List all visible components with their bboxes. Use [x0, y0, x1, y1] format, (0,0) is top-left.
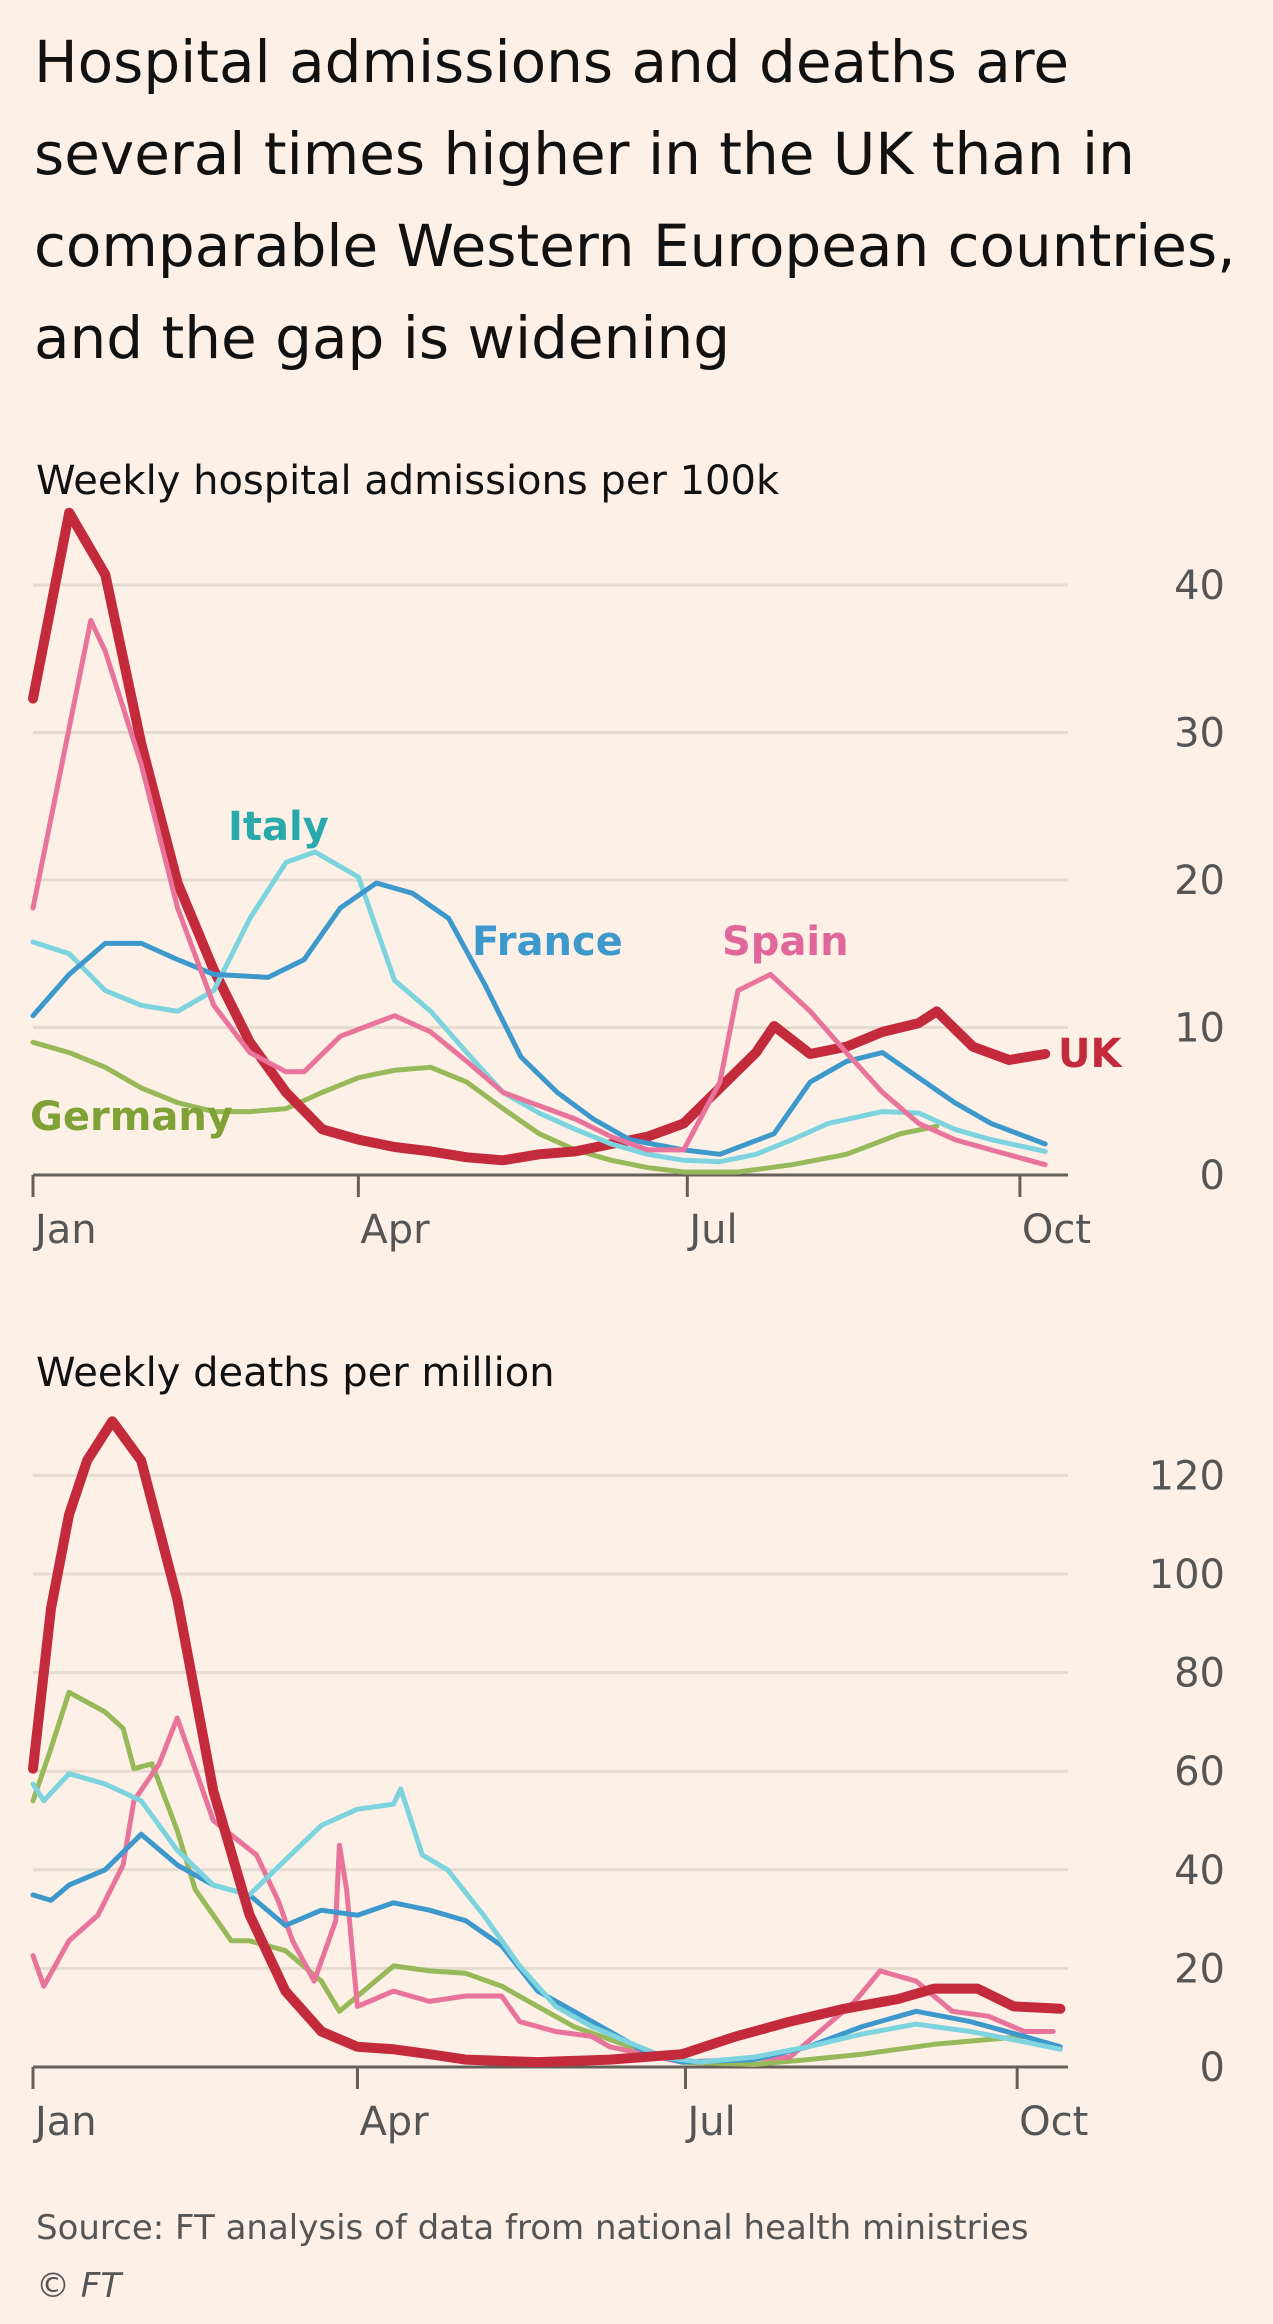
- series-line-uk: [28, 1416, 1066, 2068]
- x-tick-label: Jan: [32, 1207, 97, 1253]
- series-label-france: France: [472, 919, 623, 965]
- y-tick-label: 0: [1200, 2045, 1225, 2091]
- y-tick-label: 120: [1149, 1453, 1225, 1499]
- series-label-italy: Italy: [228, 804, 329, 850]
- series-line-italy: [30, 1771, 1063, 2065]
- series-line-germany: [30, 1039, 940, 1175]
- y-tick-label: 20: [1174, 858, 1225, 904]
- source-note: Source: FT analysis of data from nationa…: [36, 2208, 1029, 2248]
- y-tick-label: 40: [1174, 563, 1225, 609]
- y-tick-label: 20: [1174, 1946, 1225, 1992]
- series-line-france: [30, 880, 1048, 1157]
- series-label-uk: UK: [1058, 1031, 1123, 1077]
- y-tick-label: 30: [1174, 711, 1225, 757]
- y-tick-label: 0: [1200, 1153, 1225, 1199]
- series-label-germany: Germany: [30, 1094, 233, 1140]
- y-tick-label: 40: [1174, 1848, 1225, 1894]
- chart-headline: Hospital admissions and deaths are sever…: [34, 28, 1236, 372]
- series-line-france: [30, 1831, 1063, 2065]
- x-tick-label: Oct: [1022, 1207, 1091, 1253]
- x-tick-label: Oct: [1019, 2099, 1088, 2145]
- series-line-spain: [30, 1715, 1056, 2065]
- series-label-spain: Spain: [722, 919, 849, 965]
- series-line-uk: [28, 507, 1051, 1166]
- series-line-germany: [30, 1689, 1027, 2067]
- y-tick-label: 10: [1174, 1006, 1225, 1052]
- x-tick-label: Jul: [686, 1207, 737, 1253]
- series-line-spain: [30, 617, 1048, 1168]
- y-tick-label: 60: [1174, 1749, 1225, 1795]
- copyright: © FT: [36, 2266, 122, 2306]
- x-tick-label: Jan: [32, 2099, 97, 2145]
- x-tick-label: Jul: [685, 2099, 736, 2145]
- y-tick-label: 80: [1174, 1651, 1225, 1697]
- x-tick-label: Apr: [360, 1207, 430, 1253]
- series-line-italy: [30, 849, 1048, 1165]
- y-tick-label: 100: [1149, 1552, 1225, 1598]
- chart-2-title: Weekly deaths per million: [36, 1350, 555, 1396]
- x-tick-label: Apr: [359, 2099, 429, 2145]
- chart-1-title: Weekly hospital admissions per 100k: [36, 458, 780, 504]
